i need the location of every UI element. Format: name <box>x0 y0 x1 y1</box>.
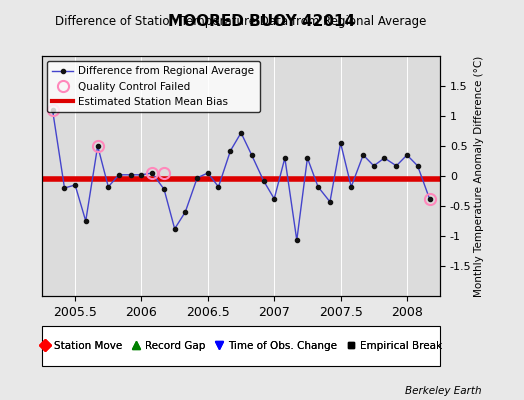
Difference from Regional Average <box>171 226 178 231</box>
Difference from Regional Average <box>271 196 277 201</box>
Difference from Regional Average <box>138 172 145 177</box>
Quality Control Failed <box>149 170 155 175</box>
Quality Control Failed <box>94 144 101 148</box>
Difference from Regional Average <box>327 200 333 204</box>
Difference from Regional Average <box>370 163 377 168</box>
Difference from Regional Average <box>128 172 134 177</box>
Difference from Regional Average <box>282 156 288 160</box>
FancyBboxPatch shape <box>42 326 440 366</box>
Text: Berkeley Earth: Berkeley Earth <box>406 386 482 396</box>
Difference from Regional Average <box>61 186 68 190</box>
Quality Control Failed <box>427 196 433 201</box>
Difference from Regional Average <box>238 130 244 135</box>
Difference from Regional Average <box>337 141 344 146</box>
Line: Difference from Regional Average: Difference from Regional Average <box>50 108 432 242</box>
Difference from Regional Average <box>161 187 167 192</box>
Difference from Regional Average <box>149 170 155 175</box>
Y-axis label: Monthly Temperature Anomaly Difference (°C): Monthly Temperature Anomaly Difference (… <box>474 55 484 297</box>
Legend: Difference from Regional Average, Quality Control Failed, Estimated Station Mean: Difference from Regional Average, Qualit… <box>47 61 259 112</box>
Line: Quality Control Failed: Quality Control Failed <box>47 104 435 204</box>
Difference from Regional Average <box>427 196 433 201</box>
Difference from Regional Average <box>94 144 101 148</box>
Difference from Regional Average <box>215 184 222 189</box>
Difference from Regional Average <box>293 238 300 242</box>
Difference from Regional Average <box>194 175 200 180</box>
Difference from Regional Average <box>248 152 255 157</box>
Difference from Regional Average <box>116 172 122 177</box>
Difference from Regional Average <box>49 108 56 112</box>
Difference from Regional Average <box>315 184 321 189</box>
Difference from Regional Average <box>182 210 189 214</box>
Difference from Regional Average <box>414 163 421 168</box>
Difference from Regional Average <box>348 184 354 189</box>
Quality Control Failed <box>161 170 167 175</box>
Difference from Regional Average <box>381 156 388 160</box>
Difference from Regional Average <box>404 152 410 157</box>
Difference from Regional Average <box>393 163 399 168</box>
Difference from Regional Average <box>205 170 211 175</box>
Text: MOORED BUOY 42014: MOORED BUOY 42014 <box>168 14 356 29</box>
Difference from Regional Average <box>360 152 366 157</box>
Difference from Regional Average <box>83 218 89 223</box>
Difference from Regional Average <box>227 148 234 153</box>
Quality Control Failed <box>49 108 56 112</box>
Legend: Station Move, Record Gap, Time of Obs. Change, Empirical Break: Station Move, Record Gap, Time of Obs. C… <box>36 338 446 354</box>
Difference from Regional Average <box>105 184 112 189</box>
Difference from Regional Average <box>72 182 78 187</box>
Title: Difference of Station Temperature Data from Regional Average: Difference of Station Temperature Data f… <box>56 16 427 28</box>
Difference from Regional Average <box>260 178 267 183</box>
Difference from Regional Average <box>304 156 311 160</box>
